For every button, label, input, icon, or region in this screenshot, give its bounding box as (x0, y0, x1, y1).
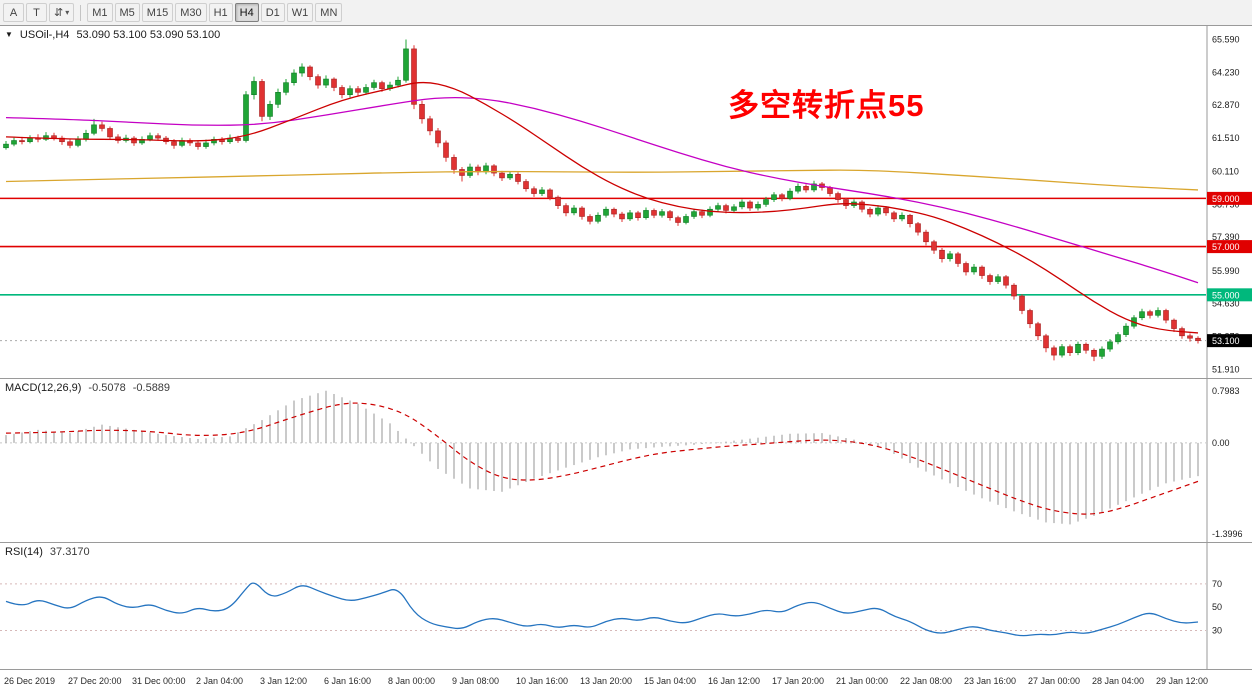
time-label: 16 Jan 12:00 (708, 676, 761, 686)
timeframe-button-h1[interactable]: H1 (208, 3, 233, 22)
rsi-canvas[interactable]: 70 50 30 (0, 543, 1252, 669)
time-label: 6 Jan 16:00 (324, 676, 372, 686)
ma-mid-line (5, 96, 1199, 284)
timeframe-button-d1[interactable]: D1 (260, 3, 285, 22)
toolbar: A T ⇵ ▾ M1 M5 M15 M30 H1 H4 D1 W1 MN (0, 0, 1252, 26)
time-label: 23 Jan 16:00 (964, 676, 1017, 686)
timeframe-button-mn[interactable]: MN (315, 3, 343, 22)
timeframe-button-w1[interactable]: W1 (286, 3, 314, 22)
axis-label: -1.3996 (1212, 529, 1243, 539)
axis-label: 0.00 (1212, 438, 1230, 448)
text-tool[interactable]: T (26, 3, 47, 22)
axis-label: 64.230 (1212, 67, 1240, 77)
cursor-tool[interactable]: A (3, 3, 24, 22)
timeframe-button-m30[interactable]: M30 (175, 3, 207, 22)
price-badge (1207, 334, 1252, 348)
axis-label: 54.630 (1212, 299, 1240, 309)
time-label: 10 Jan 16:00 (516, 676, 569, 686)
time-label: 27 Dec 20:00 (68, 676, 122, 686)
price-badge (1207, 288, 1252, 302)
macd-signal-line (5, 402, 1199, 515)
objects-tool[interactable]: ⇵ ▾ (49, 3, 75, 22)
time-label: 29 Jan 12:00 (1156, 676, 1209, 686)
timeframe-button-h4[interactable]: H4 (234, 3, 259, 22)
toolbar-tools-group: A T ⇵ ▾ (3, 3, 75, 22)
time-label: 9 Jan 08:00 (452, 676, 500, 686)
time-label: 21 Jan 00:00 (836, 676, 889, 686)
timeframe-button-m15[interactable]: M15 (141, 3, 174, 22)
time-label: 26 Dec 2019 (4, 676, 56, 686)
axis-label: 61.510 (1212, 133, 1240, 143)
price-badge-label: 53.100 (1212, 336, 1240, 346)
chevron-down-icon: ▾ (65, 8, 70, 17)
time-label: 3 Jan 12:00 (260, 676, 308, 686)
timeframe-button-m5[interactable]: M5 (114, 3, 140, 22)
axis-label: 0.7983 (1212, 386, 1240, 396)
time-axis[interactable]: 26 Dec 2019 27 Dec 20:00 31 Dec 00:00 2 Jan… (0, 670, 1252, 696)
axis-label: 62.870 (1212, 100, 1240, 110)
rsi-line (5, 582, 1199, 637)
price-badge-label: 55.000 (1212, 290, 1240, 300)
timeframe-button-m1[interactable]: M1 (87, 3, 113, 22)
toolbar-separator (80, 4, 82, 21)
time-label: 31 Dec 00:00 (132, 676, 186, 686)
timeframe-button-group: M1 M5 M15 M30 H1 H4 D1 W1 MN (87, 3, 343, 22)
time-label: 13 Jan 20:00 (580, 676, 633, 686)
macd-histogram (5, 390, 1199, 525)
axis-label: 60.110 (1212, 167, 1239, 177)
time-label: 8 Jan 00:00 (388, 676, 436, 686)
time-label: 2 Jan 04:00 (196, 676, 244, 686)
rsi-panel: 70 50 30 RSI(14) 37.3170 (0, 543, 1252, 670)
time-label: 22 Jan 08:00 (900, 676, 953, 686)
axis-label: 65.590 (1212, 35, 1240, 45)
axis-label: 30 (1212, 626, 1222, 636)
ma-slow-line (5, 169, 1199, 191)
candles (3, 39, 1201, 362)
price-chart-panel: 65.59064.23062.87061.51060.11058.75057.3… (0, 26, 1252, 379)
macd-canvas[interactable]: 0.7983 0.00 -1.3996 (0, 379, 1252, 542)
ma-fast-line (5, 81, 1199, 334)
main-chart-canvas[interactable]: 65.59064.23062.87061.51060.11058.75057.3… (0, 26, 1252, 378)
price-badge-label: 57.000 (1212, 242, 1240, 252)
axis-label: 55.990 (1212, 266, 1240, 276)
axis-label: 51.910 (1212, 364, 1240, 374)
axis-label: 50 (1212, 602, 1222, 612)
price-badge (1207, 191, 1252, 205)
time-label: 27 Jan 00:00 (1028, 676, 1081, 686)
time-label: 17 Jan 20:00 (772, 676, 825, 686)
time-label: 28 Jan 04:00 (1092, 676, 1145, 686)
price-badge (1207, 240, 1252, 254)
axis-label: 70 (1212, 579, 1222, 589)
time-label: 15 Jan 04:00 (644, 676, 697, 686)
price-badge-label: 59.000 (1212, 194, 1240, 204)
macd-panel: 0.7983 0.00 -1.3996 MACD(12,26,9) -0.5078 … (0, 379, 1252, 543)
axis-label: 57.390 (1212, 232, 1240, 242)
